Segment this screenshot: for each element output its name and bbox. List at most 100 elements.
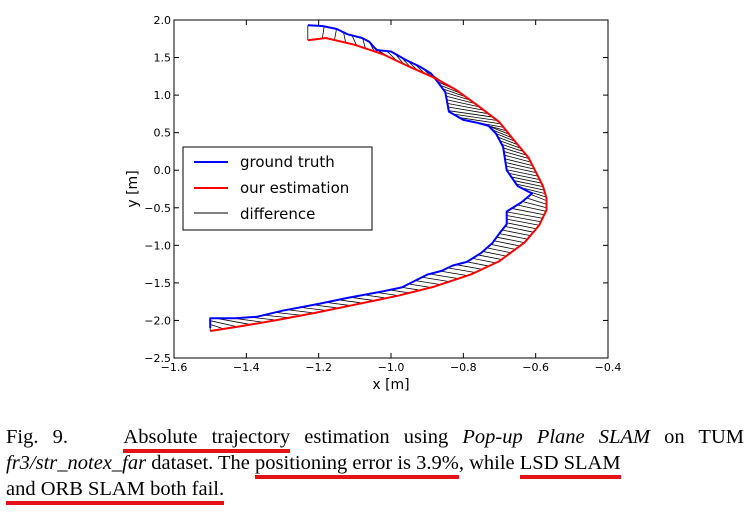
x-axis: −1.6 −1.4 −1.2 −1.0 −0.8 −0.6 −0.4 bbox=[161, 20, 622, 374]
difference-segment bbox=[334, 28, 337, 41]
caption-highlight-2: positioning error is 3.9% bbox=[255, 452, 459, 479]
difference-segment bbox=[506, 215, 541, 223]
difference-segment bbox=[522, 201, 547, 209]
difference-segment bbox=[495, 133, 516, 142]
difference-segment bbox=[287, 309, 315, 314]
difference-segment bbox=[455, 264, 483, 270]
trajectory-chart: −1.6 −1.4 −1.2 −1.0 −0.8 −0.6 −0.4 2.0 1.5 1.0 0.… bbox=[125, 14, 622, 393]
x-tick-label: −1.6 bbox=[161, 361, 188, 374]
difference-segment bbox=[501, 143, 524, 153]
difference-segment bbox=[459, 117, 501, 125]
difference-segment bbox=[530, 194, 547, 202]
legend-label-difference: difference bbox=[240, 205, 315, 223]
difference-segment bbox=[503, 147, 527, 156]
y-tick-label: −1.5 bbox=[144, 277, 171, 290]
difference-segment bbox=[486, 247, 511, 254]
difference-segment bbox=[492, 129, 513, 139]
difference-segment bbox=[429, 273, 459, 280]
y-tick-label: 0.0 bbox=[154, 164, 172, 177]
difference-segment bbox=[506, 222, 537, 230]
y-tick-label: −2.0 bbox=[144, 314, 171, 327]
series-line-ground-truth bbox=[209, 24, 533, 328]
difference-segment bbox=[421, 276, 450, 282]
difference-segment bbox=[516, 183, 545, 191]
figure-caption: Fig. 9. Absolute trajectory estimation u… bbox=[6, 424, 744, 505]
difference-segment bbox=[506, 218, 540, 226]
difference-segment bbox=[472, 257, 496, 264]
legend-label-our-estimation: our estimation bbox=[240, 179, 349, 197]
difference-segment bbox=[362, 38, 366, 49]
caption-method-name: Pop-up Plane SLAM bbox=[462, 426, 651, 448]
x-tick-label: −1.2 bbox=[305, 361, 332, 374]
difference-segment bbox=[275, 312, 303, 316]
x-tick-label: −0.8 bbox=[450, 361, 477, 374]
y-tick-label: −0.5 bbox=[144, 202, 171, 215]
caption-text-6: dataset. The bbox=[146, 452, 256, 474]
series-line-our-estimation bbox=[210, 37, 548, 332]
difference-segment bbox=[493, 240, 520, 247]
difference-segment bbox=[503, 151, 530, 159]
caption-dataset-name: fr3/str_notex_far bbox=[6, 452, 147, 474]
difference-segment bbox=[408, 283, 432, 288]
difference-segment bbox=[499, 233, 528, 240]
y-tick-label: 1.0 bbox=[154, 89, 172, 102]
x-tick-label: −0.4 bbox=[595, 361, 622, 374]
difference-segment bbox=[377, 292, 399, 296]
difference-segment bbox=[210, 323, 224, 330]
difference-segment bbox=[442, 88, 466, 98]
difference-segment bbox=[504, 158, 533, 167]
difference-segment bbox=[447, 267, 476, 273]
difference-segment bbox=[488, 125, 510, 135]
difference-segment bbox=[321, 26, 325, 39]
y-tick-label: −2.5 bbox=[144, 352, 171, 365]
difference-segment bbox=[415, 280, 441, 285]
difference-segment bbox=[300, 306, 327, 311]
caption-text-4: on TUM bbox=[650, 426, 744, 448]
difference-segment bbox=[447, 103, 484, 111]
difference-segment bbox=[502, 229, 531, 237]
difference-segment bbox=[506, 211, 543, 219]
difference-segment bbox=[499, 140, 521, 149]
difference-segment bbox=[210, 320, 238, 328]
difference-segment bbox=[526, 197, 547, 205]
x-axis-label: x [m] bbox=[372, 377, 409, 393]
y-axis-label: y [m] bbox=[125, 170, 141, 207]
difference-segment bbox=[505, 162, 535, 170]
difference-segment bbox=[325, 302, 351, 306]
difference-segment bbox=[508, 172, 540, 181]
difference-segment bbox=[263, 314, 290, 319]
y-tick-label: 2.0 bbox=[154, 14, 172, 27]
difference-segment bbox=[477, 254, 502, 260]
y-tick-label: 0.5 bbox=[154, 127, 172, 140]
difference-segment bbox=[447, 106, 489, 115]
difference-segment bbox=[215, 317, 251, 325]
difference-segment bbox=[445, 92, 471, 101]
difference-segment bbox=[338, 299, 363, 304]
difference-segment bbox=[343, 32, 347, 43]
difference-segment bbox=[351, 35, 357, 46]
difference-segment bbox=[511, 208, 545, 216]
difference-segment bbox=[313, 304, 339, 309]
difference-segment bbox=[453, 113, 498, 121]
difference-segment bbox=[363, 294, 387, 299]
difference-segment bbox=[446, 99, 480, 108]
y-axis: 2.0 1.5 1.0 0.5 0.0 −0.5 −1.0 −1.5 −2.0 −2.5 bbox=[144, 14, 608, 365]
difference-segment bbox=[506, 169, 538, 177]
difference-segment bbox=[517, 204, 547, 212]
difference-segment bbox=[506, 165, 537, 174]
difference-segment bbox=[482, 251, 507, 257]
difference-segment bbox=[504, 226, 534, 233]
difference-segment bbox=[513, 180, 544, 188]
difference-segment bbox=[511, 176, 542, 184]
legend-label-ground-truth: ground truth bbox=[240, 153, 335, 171]
caption-highlight-3: LSD SLAM bbox=[519, 452, 621, 479]
difference-segment bbox=[496, 236, 525, 243]
difference-segment bbox=[440, 270, 468, 277]
caption-text-2: estimation using bbox=[290, 426, 463, 448]
difference-segment bbox=[448, 110, 493, 118]
caption-text-8: , while bbox=[458, 452, 520, 474]
difference-segment bbox=[389, 289, 410, 294]
y-tick-label: 1.5 bbox=[154, 52, 172, 65]
x-tick-label: −1.0 bbox=[378, 361, 405, 374]
legend: ground truth our estimation difference bbox=[182, 146, 373, 231]
